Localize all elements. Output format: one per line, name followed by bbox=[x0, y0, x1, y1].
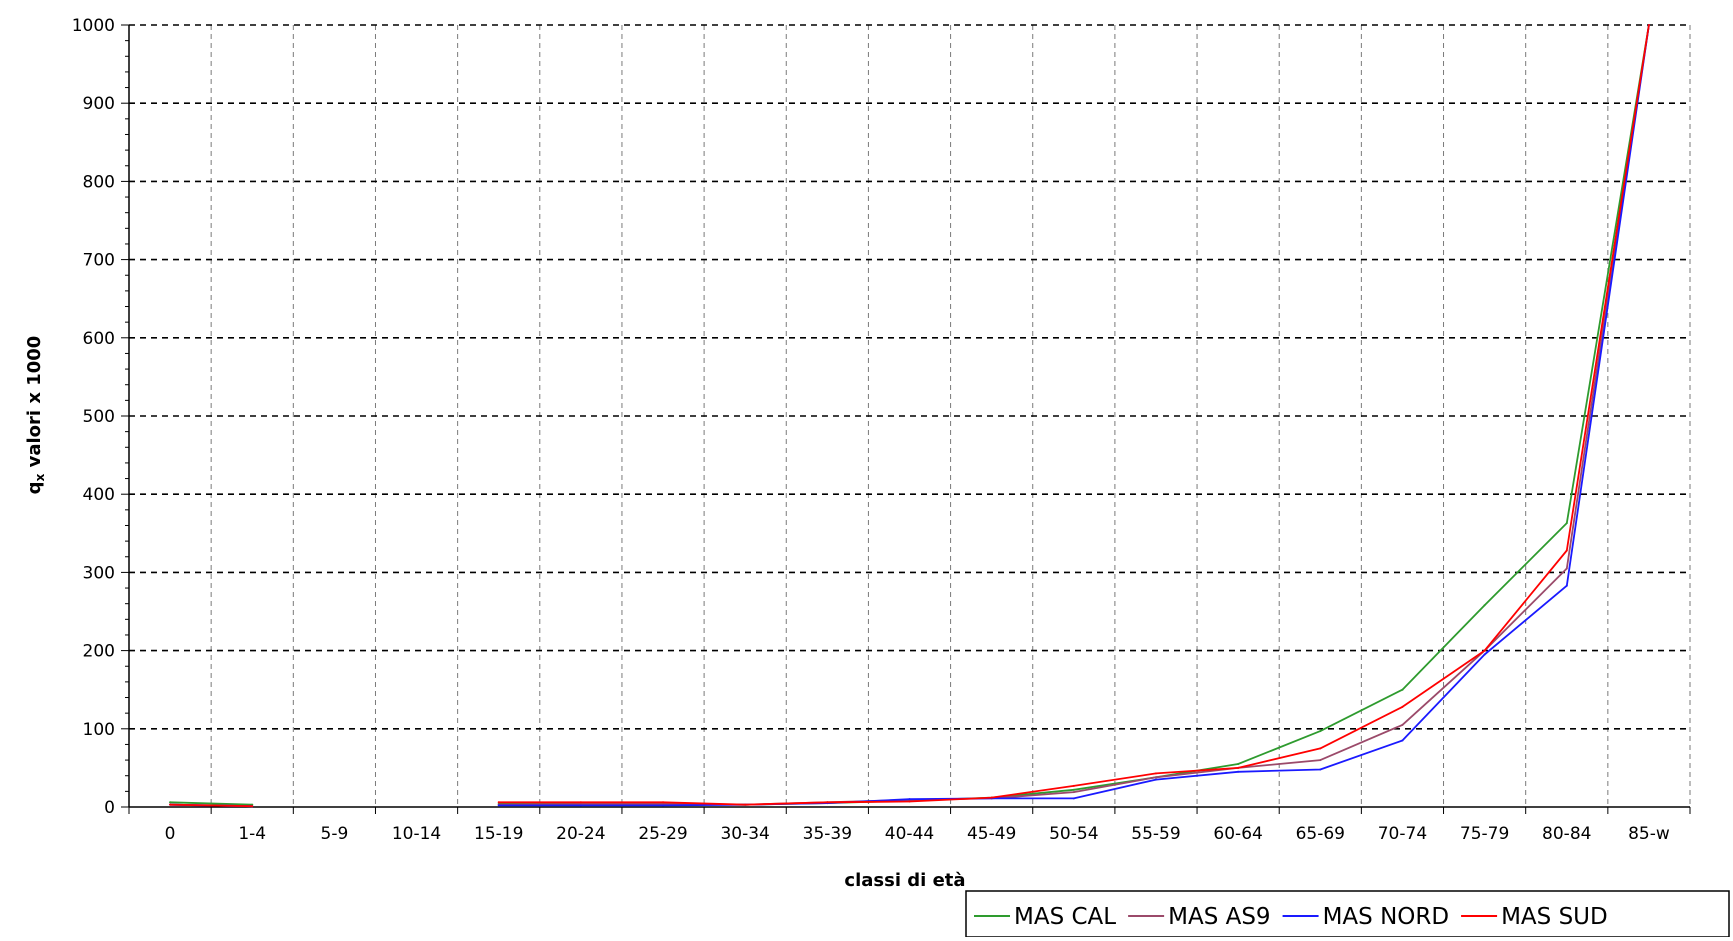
data-point bbox=[1647, 24, 1650, 26]
x-tick-label: 0 bbox=[165, 824, 176, 844]
data-point bbox=[662, 802, 665, 805]
y-tick-label: 200 bbox=[83, 642, 115, 662]
data-point bbox=[744, 803, 747, 806]
series-line-segment bbox=[170, 803, 253, 808]
y-tick-label: 1000 bbox=[72, 16, 115, 36]
axes: 0 100 200 300 400 500 600 700 800 900 1000 0 1-4 5-9 1… bbox=[72, 16, 1691, 844]
x-tick-label: 30-34 bbox=[720, 824, 769, 844]
y-tick-label: 700 bbox=[83, 251, 115, 271]
data-point bbox=[251, 805, 254, 808]
data-point bbox=[1483, 653, 1486, 656]
y-tick-label: 800 bbox=[83, 172, 115, 192]
x-tick-label: 55-59 bbox=[1131, 824, 1180, 844]
legend-item: MAS SUD bbox=[1461, 904, 1608, 930]
data-point bbox=[662, 801, 665, 804]
data-point bbox=[1072, 797, 1075, 800]
y-tick-label: 0 bbox=[104, 798, 115, 818]
data-point bbox=[990, 796, 993, 799]
data-point bbox=[908, 800, 911, 803]
y-tick-label: 600 bbox=[83, 329, 115, 349]
data-point bbox=[1565, 567, 1568, 570]
data-point bbox=[1319, 730, 1322, 733]
data-point bbox=[1401, 723, 1404, 726]
data-point bbox=[1483, 604, 1486, 607]
legend-label: MAS SUD bbox=[1501, 904, 1608, 930]
legend-item: MAS AS9 bbox=[1128, 904, 1271, 930]
data-point bbox=[1237, 762, 1240, 765]
legend-label: MAS CAL bbox=[1014, 904, 1116, 930]
data-point bbox=[1483, 649, 1486, 652]
data-point bbox=[579, 801, 582, 804]
x-tick-label: 40-44 bbox=[885, 824, 934, 844]
data-point bbox=[1319, 747, 1322, 750]
x-tick-label: 50-54 bbox=[1049, 824, 1098, 844]
data-point bbox=[1072, 788, 1075, 791]
x-tick-label: 65-69 bbox=[1296, 824, 1345, 844]
x-tick-label: 5-9 bbox=[321, 824, 349, 844]
y-tick-label: 400 bbox=[83, 485, 115, 505]
data-point bbox=[1237, 770, 1240, 773]
y-tick-label: 300 bbox=[83, 563, 115, 583]
data-point bbox=[1154, 776, 1157, 779]
data-point bbox=[1565, 522, 1568, 525]
data-point bbox=[497, 804, 500, 807]
legend-box bbox=[965, 890, 1730, 938]
x-tick-label: 25-29 bbox=[638, 824, 687, 844]
data-point bbox=[908, 798, 911, 801]
data-point bbox=[1154, 772, 1157, 775]
x-tick-label: 35-39 bbox=[803, 824, 852, 844]
data-point bbox=[1401, 739, 1404, 742]
data-point bbox=[1401, 705, 1404, 708]
series-line-segment bbox=[170, 801, 253, 806]
data-point bbox=[662, 804, 665, 807]
x-tick-label: 1-4 bbox=[238, 824, 266, 844]
x-tick-label: 70-74 bbox=[1378, 824, 1427, 844]
x-axis-title: classi di età bbox=[844, 870, 965, 891]
data-point bbox=[1237, 766, 1240, 769]
x-tick-label: 45-49 bbox=[967, 824, 1016, 844]
legend-label: MAS AS9 bbox=[1168, 904, 1270, 930]
data-point bbox=[1565, 584, 1568, 587]
series-mas-sud bbox=[169, 24, 1650, 808]
y-axis-title-main: q bbox=[24, 481, 45, 494]
y-axis-title-sub: x bbox=[33, 473, 47, 481]
data-point bbox=[1319, 768, 1322, 771]
data-point bbox=[1154, 778, 1157, 781]
y-axis-title: qx valori x 1000 bbox=[24, 336, 47, 495]
y-axis-title-rest: valori x 1000 bbox=[24, 336, 45, 474]
x-tick-label: 80-84 bbox=[1542, 824, 1591, 844]
y-tick-label: 900 bbox=[83, 94, 115, 114]
data-point bbox=[169, 803, 172, 806]
grid bbox=[129, 24, 1691, 807]
x-tick-label: 15-19 bbox=[474, 824, 523, 844]
series-lines bbox=[169, 24, 1650, 808]
x-tick-label: 75-79 bbox=[1460, 824, 1509, 844]
x-tick-label: 10-14 bbox=[392, 824, 441, 844]
data-point bbox=[1072, 784, 1075, 787]
data-point bbox=[1072, 791, 1075, 794]
y-tick-label: 100 bbox=[83, 720, 115, 740]
data-point bbox=[169, 801, 172, 804]
legend-label: MAS NORD bbox=[1323, 904, 1450, 930]
data-point bbox=[1319, 759, 1322, 762]
data-point bbox=[579, 802, 582, 805]
data-point bbox=[579, 804, 582, 807]
data-point bbox=[497, 801, 500, 804]
legend: MAS CAL MAS AS9 MAS NORD MAS SUD bbox=[965, 890, 1730, 938]
legend-item: MAS CAL bbox=[974, 904, 1116, 930]
legend-item: MAS NORD bbox=[1282, 904, 1450, 930]
x-tick-label: 85-w bbox=[1628, 824, 1670, 844]
x-tick-label: 20-24 bbox=[556, 824, 605, 844]
data-point bbox=[826, 801, 829, 804]
data-point bbox=[1565, 549, 1568, 552]
x-tick-label: 60-64 bbox=[1213, 824, 1262, 844]
data-point bbox=[1401, 688, 1404, 691]
data-point bbox=[251, 803, 254, 806]
y-tick-label: 500 bbox=[83, 407, 115, 427]
